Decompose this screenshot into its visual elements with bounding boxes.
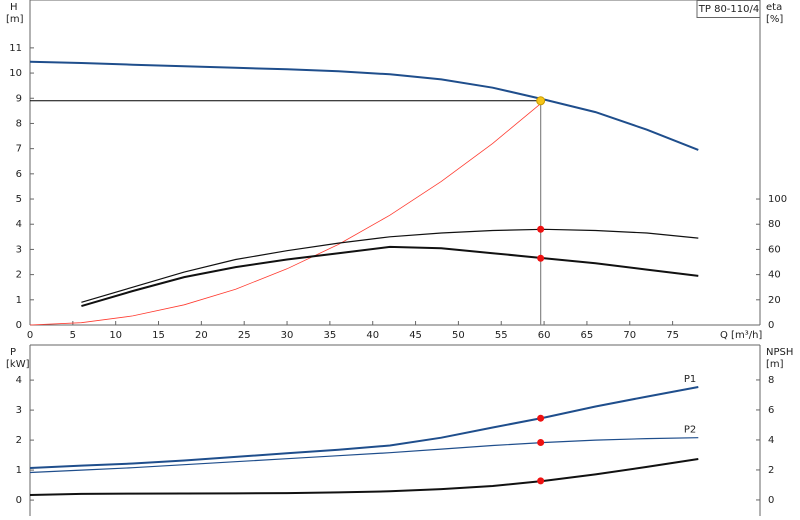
- y-tick-label: 4: [16, 219, 22, 230]
- curve: [81, 228, 699, 303]
- y-tick-label: 0: [16, 320, 22, 331]
- y2-tick-label: 2: [768, 465, 774, 476]
- y2-tick-label: 100: [768, 194, 787, 205]
- y-tick-label: 7: [16, 144, 22, 155]
- curve-label: P1: [684, 374, 696, 385]
- y2-tick-label: 6: [768, 405, 774, 416]
- x-tick-label: 20: [195, 330, 208, 341]
- x-tick-label: 0: [27, 330, 33, 341]
- curve: [29, 386, 699, 469]
- curve: [29, 60, 699, 151]
- curve: [29, 100, 545, 326]
- y-tick-label: 1: [16, 295, 22, 306]
- y2-tick-label: 40: [768, 270, 781, 281]
- y-tick-label: 6: [16, 169, 22, 180]
- x-tick-label: 55: [495, 330, 508, 341]
- y-tick-label: 4: [16, 375, 22, 386]
- x-tick-label: 30: [281, 330, 294, 341]
- y2-tick-label: 80: [768, 219, 781, 230]
- y-axis-title: H: [10, 2, 18, 13]
- curve: [81, 245, 699, 308]
- y2-axis-title: eta: [766, 2, 782, 13]
- curve: [29, 458, 699, 496]
- y-tick-label: 11: [9, 43, 22, 54]
- x-tick-label: 60: [538, 330, 551, 341]
- x-axis-title: Q [m³/h]: [720, 330, 762, 341]
- y2-tick-label: 0: [768, 320, 774, 331]
- operating-marker: [537, 477, 545, 485]
- y2-axis-unit: [m]: [766, 359, 784, 370]
- operating-marker: [537, 439, 545, 446]
- y-tick-label: 2: [16, 435, 22, 446]
- x-tick-label: 65: [581, 330, 594, 341]
- operating-marker: [537, 225, 545, 233]
- x-tick-label: 45: [409, 330, 422, 341]
- y2-axis-unit: [%]: [766, 14, 783, 25]
- x-tick-label: 25: [238, 330, 251, 341]
- y2-axis-title: NPSH: [766, 347, 793, 358]
- x-tick-label: 35: [324, 330, 337, 341]
- y-axis-title: P: [10, 347, 16, 358]
- x-tick-label: 15: [152, 330, 165, 341]
- y-tick-label: 9: [16, 93, 22, 104]
- y2-tick-label: 8: [768, 375, 774, 386]
- y-axis-unit: [kW]: [6, 359, 30, 370]
- y-tick-label: 5: [16, 194, 22, 205]
- y2-tick-label: 0: [768, 495, 774, 506]
- y-tick-label: 10: [9, 68, 22, 79]
- x-tick-label: 75: [666, 330, 679, 341]
- x-tick-label: 50: [452, 330, 465, 341]
- y2-tick-label: 4: [768, 435, 774, 446]
- y-tick-label: 2: [16, 270, 22, 281]
- y2-tick-label: 20: [768, 295, 781, 306]
- curve-label: P2: [684, 425, 696, 436]
- operating-marker: [537, 414, 545, 422]
- x-tick-label: 10: [109, 330, 122, 341]
- curve: [29, 437, 699, 474]
- model-box: [696, 0, 761, 18]
- y-tick-label: 8: [16, 118, 22, 129]
- x-tick-label: 40: [366, 330, 379, 341]
- x-tick-label: 70: [623, 330, 636, 341]
- y-axis-unit: [m]: [6, 14, 24, 25]
- model-label: TP 80-110/4: [698, 4, 759, 15]
- y-tick-label: 3: [16, 244, 22, 255]
- duty-point: [536, 96, 546, 106]
- operating-marker: [537, 254, 545, 262]
- y2-tick-label: 60: [768, 244, 781, 255]
- y-tick-label: 3: [16, 405, 22, 416]
- y-tick-label: 1: [16, 465, 22, 476]
- x-tick-label: 5: [70, 330, 76, 341]
- y-tick-label: 0: [16, 495, 22, 506]
